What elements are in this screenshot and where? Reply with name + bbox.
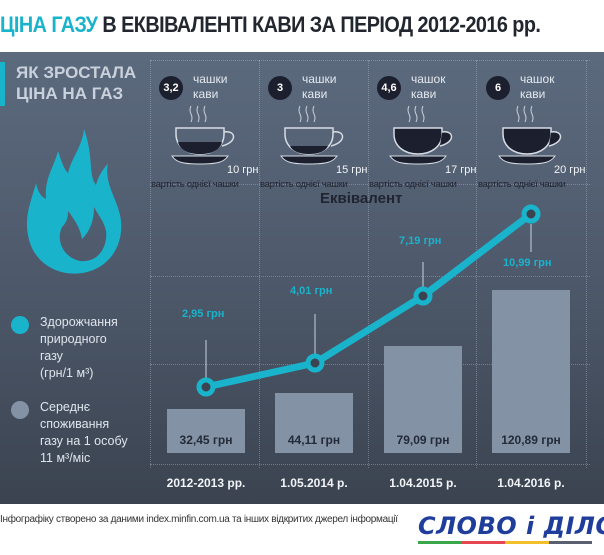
cup-item: 4,6 чашок кави 17 грн вартість однієї чаш… bbox=[369, 64, 481, 190]
point-label: 2,95 грн bbox=[182, 308, 225, 320]
brand-logo[interactable]: СЛОВО і ДІЛО bbox=[418, 512, 604, 546]
legend-text: Здорожчання природного газу (грн/1 м³) bbox=[40, 315, 118, 380]
cup-count-badge: 3 bbox=[268, 76, 292, 100]
cup-item: 6 чашок кави 20 грн вартість однієї чашки bbox=[478, 64, 590, 190]
flame-icon bbox=[26, 129, 122, 274]
cup-item: 3 чашки кави 15 грн вартість однієї чашки bbox=[260, 64, 372, 190]
coffee-cup-icon bbox=[389, 105, 453, 165]
bar-label: 79,09 грн bbox=[396, 433, 450, 447]
cup-count-badge: 4,6 bbox=[377, 76, 401, 100]
cup-word: чашки кави bbox=[302, 72, 337, 101]
logo-stripes bbox=[418, 541, 592, 544]
bar-label: 32,45 грн bbox=[179, 433, 233, 447]
infographic-panel: ЯК ЗРОСТАЛА ЦІНА НА ГАЗ 3,2 чашки кави 10… bbox=[0, 52, 604, 504]
grid-line bbox=[150, 464, 590, 465]
point-label: 7,19 грн bbox=[399, 235, 442, 247]
x-axis-label: 1.04.2016 р. bbox=[497, 476, 565, 490]
legend-item-gas-price: Здорожчання природного газу (грн/1 м³) bbox=[0, 314, 150, 394]
coffee-cup-icon bbox=[280, 105, 344, 165]
bar-label: 120,89 грн bbox=[501, 433, 561, 447]
legend-text: Середнє споживання газу на 1 особу 11 м³/мі… bbox=[40, 400, 128, 465]
grid-line bbox=[150, 276, 590, 277]
price-line bbox=[196, 204, 541, 397]
source-note: Інфографіку створено за даними index.min… bbox=[0, 514, 398, 525]
cup-word: чашок кави bbox=[411, 72, 446, 101]
coffee-cup-icon bbox=[171, 105, 235, 165]
side-title-line2: ЦІНА НА ГАЗ bbox=[16, 84, 124, 103]
cup-price: 20 грн bbox=[554, 164, 586, 176]
cup-item: 3,2 чашки кави 10 грн вартість однієї чаш… bbox=[151, 64, 263, 190]
cup-word: чашки кави bbox=[193, 72, 228, 101]
legend-item-consumption: Середнє споживання газу на 1 особу 11 м³/мі… bbox=[0, 399, 150, 479]
cup-price: 17 грн bbox=[445, 164, 477, 176]
coffee-cup-icon bbox=[498, 105, 562, 165]
cup-caption: вартість однієї чашки bbox=[151, 179, 239, 190]
grid-line bbox=[150, 60, 590, 61]
cup-price: 15 грн bbox=[336, 164, 368, 176]
cup-caption: вартість однієї чашки bbox=[478, 179, 566, 190]
page-title: ЦІНА ГАЗУ В ЕКВІВАЛЕНТІ КАВИ ЗА ПЕРІОД 2… bbox=[0, 10, 541, 40]
side-title: ЯК ЗРОСТАЛА ЦІНА НА ГАЗ bbox=[16, 62, 136, 104]
cup-caption: вартість однієї чашки bbox=[369, 179, 457, 190]
chart-title: Еквівалент bbox=[320, 190, 403, 207]
grid-line bbox=[150, 60, 151, 468]
x-axis-label: 2012-2013 рр. bbox=[166, 476, 246, 490]
title-rest: В ЕКВІВАЛЕНТІ КАВИ ЗА ПЕРІОД 2012-2016 р… bbox=[97, 12, 541, 37]
x-axis-label: 1.04.2015 р. bbox=[389, 476, 457, 490]
cup-caption: вартість однієї чашки bbox=[260, 179, 348, 190]
point-label: 10,99 грн bbox=[503, 257, 552, 269]
bar: 32,45 грн bbox=[167, 409, 245, 453]
grid-line bbox=[259, 60, 260, 468]
bar: 79,09 грн bbox=[384, 346, 462, 453]
bar: 44,11 грн bbox=[275, 393, 353, 453]
logo-text: СЛОВО і ДІЛО bbox=[418, 512, 604, 540]
cup-word: чашок кави bbox=[520, 72, 555, 101]
grid-line bbox=[476, 60, 477, 468]
accent-bar bbox=[0, 62, 5, 106]
cup-price: 10 грн bbox=[227, 164, 259, 176]
grid-line bbox=[368, 60, 369, 468]
title-accent: ЦІНА ГАЗУ bbox=[0, 12, 98, 37]
cup-count-badge: 6 bbox=[486, 76, 510, 100]
bar: 120,89 грн bbox=[492, 290, 570, 453]
grid-line bbox=[150, 184, 590, 185]
x-axis-label: 1.05.2014 р. bbox=[280, 476, 348, 490]
side-title-line1: ЯК ЗРОСТАЛА bbox=[16, 63, 137, 82]
point-label: 4,01 грн bbox=[290, 285, 333, 297]
bar-label: 44,11 грн bbox=[287, 433, 341, 447]
legend-dot bbox=[11, 316, 29, 334]
grid-line bbox=[586, 60, 587, 468]
cup-count-badge: 3,2 bbox=[159, 76, 183, 100]
grid-line bbox=[150, 364, 590, 365]
legend-dot bbox=[11, 401, 29, 419]
